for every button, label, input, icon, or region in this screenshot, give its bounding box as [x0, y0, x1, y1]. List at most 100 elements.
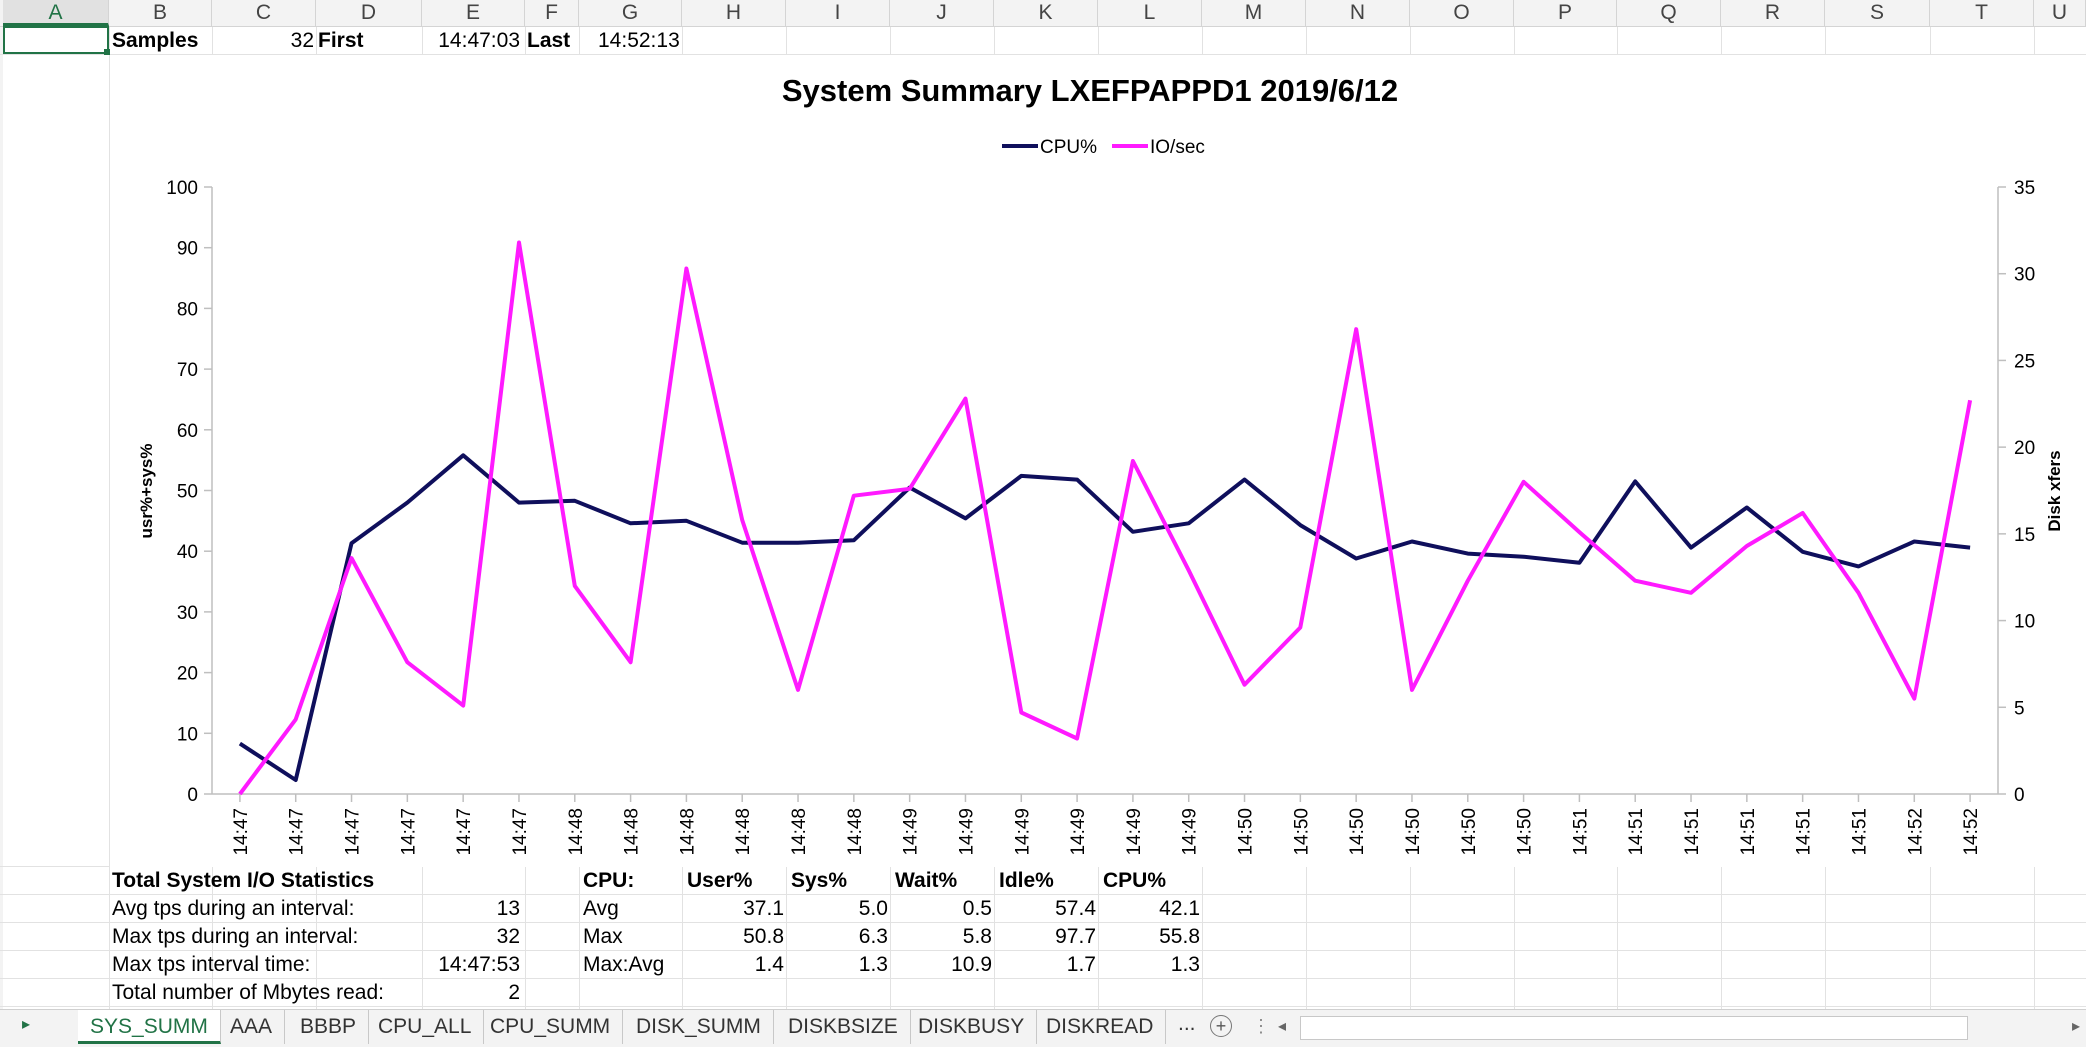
cpu-cell[interactable]: 50.8 — [743, 925, 784, 948]
x-tick-label: 14:49 — [1012, 808, 1033, 856]
sheet-tab-diskbusy[interactable]: DISKBUSY — [906, 1010, 1038, 1044]
cpu-table-header[interactable]: CPU: — [583, 869, 635, 892]
sheet-tab-cpu-summ[interactable]: CPU_SUMM — [478, 1010, 624, 1044]
cpu-cell[interactable]: 1.4 — [754, 953, 784, 976]
io-stats-header[interactable]: Total System I/O Statistics — [112, 869, 375, 892]
cpu-cell[interactable]: 55.8 — [1159, 925, 1200, 948]
grid-line — [0, 922, 2086, 923]
first-label[interactable]: First — [318, 29, 364, 52]
column-header-t[interactable]: T — [1930, 0, 2034, 26]
column-header-p[interactable]: P — [1514, 0, 1617, 26]
cpu-row-label[interactable]: Max — [583, 925, 623, 948]
column-header-q[interactable]: Q — [1617, 0, 1721, 26]
cpu-cell[interactable]: 37.1 — [743, 897, 784, 920]
scroll-tabs-right-icon[interactable]: ▸ — [22, 1016, 31, 1033]
x-tick-label: 14:50 — [1459, 808, 1480, 856]
sheet-tab-aaa[interactable]: AAA — [218, 1010, 286, 1044]
sheet-tab-bbbp[interactable]: BBBP — [288, 1010, 370, 1044]
cpu-table-header[interactable]: CPU% — [1103, 869, 1167, 892]
last-value[interactable]: 14:52:13 — [598, 29, 680, 52]
column-header-u[interactable]: U — [2034, 0, 2086, 26]
tab-splitter-icon[interactable]: ⋮ — [1252, 1016, 1270, 1036]
io-stat-value[interactable]: 13 — [496, 897, 520, 920]
cpu-row-label[interactable]: Max:Avg — [583, 953, 665, 976]
column-header-e[interactable]: E — [422, 0, 525, 26]
io-stat-label[interactable]: Max tps interval time: — [112, 953, 311, 976]
column-header-a[interactable]: A — [3, 0, 109, 26]
cpu-table-header[interactable]: Sys% — [791, 869, 848, 892]
sheet-tab-diskbsize[interactable]: DISKBSIZE — [776, 1010, 911, 1044]
sheet-tab-diskread[interactable]: DISKREAD — [1034, 1010, 1167, 1044]
samples-value[interactable]: 32 — [290, 29, 314, 52]
cpu-cell[interactable]: 57.4 — [1055, 897, 1096, 920]
system-summary-chart[interactable]: System Summary LXEFPAPPD1 2019/6/12 CPU%… — [110, 55, 2086, 867]
io-stat-value[interactable]: 2 — [508, 981, 520, 1004]
y-tick-label: 70 — [177, 360, 198, 381]
column-header-r[interactable]: R — [1721, 0, 1825, 26]
selected-cell-a1[interactable] — [3, 26, 109, 54]
cpu-cell[interactable]: 10.9 — [951, 953, 992, 976]
y2-tick-label: 30 — [2014, 265, 2035, 286]
cpu-table-header[interactable]: Wait% — [895, 869, 958, 892]
cpu-cell[interactable]: 0.5 — [962, 897, 992, 920]
sheet-tab-cpu-all[interactable]: CPU_ALL — [366, 1010, 485, 1044]
more-tabs-button[interactable]: ... — [1178, 1012, 1196, 1035]
io-stat-value[interactable]: 32 — [496, 925, 520, 948]
x-tick-label: 14:47 — [398, 808, 419, 856]
cpu-cell[interactable]: 5.8 — [962, 925, 992, 948]
y2-axis-label: Disk xfers — [2045, 450, 2064, 531]
column-header-c[interactable]: C — [212, 0, 316, 26]
cpu-cell[interactable]: 1.3 — [1170, 953, 1200, 976]
cpu-table-header[interactable]: Idle% — [999, 869, 1054, 892]
horizontal-scrollbar[interactable] — [1300, 1016, 1968, 1040]
cpu-cell[interactable]: 42.1 — [1159, 897, 1200, 920]
column-header-s[interactable]: S — [1825, 0, 1930, 26]
x-tick-label: 14:47 — [287, 808, 308, 856]
samples-label[interactable]: Samples — [112, 29, 199, 52]
cpu-table-header[interactable]: User% — [687, 869, 753, 892]
sheet-tab-bar: ▸ SYS_SUMM AAA BBBP CPU_ALL CPU_SUMM DIS… — [0, 1009, 2086, 1047]
chart-title: System Summary LXEFPAPPD1 2019/6/12 — [782, 73, 1398, 108]
first-value[interactable]: 14:47:03 — [438, 29, 520, 52]
y-tick-label: 80 — [177, 299, 198, 320]
io-stat-label[interactable]: Max tps during an interval: — [112, 925, 359, 948]
column-header-h[interactable]: H — [682, 0, 786, 26]
column-header-f[interactable]: F — [525, 0, 579, 26]
scroll-right-icon[interactable]: ▸ — [2072, 1018, 2081, 1035]
cpu-cell[interactable]: 1.7 — [1066, 953, 1096, 976]
x-tick-label: 14:52 — [1905, 808, 1926, 856]
io-stat-label[interactable]: Total number of Mbytes read: — [112, 981, 384, 1004]
column-header-n[interactable]: N — [1306, 0, 1410, 26]
cpu-cell[interactable]: 5.0 — [858, 897, 888, 920]
column-header-d[interactable]: D — [316, 0, 422, 26]
sheet-tab-disk-summ[interactable]: DISK_SUMM — [624, 1010, 774, 1044]
add-sheet-icon[interactable]: + — [1210, 1015, 1232, 1037]
sheet-tab-sys-summ[interactable]: SYS_SUMM — [78, 1010, 221, 1044]
io-stat-label[interactable]: Avg tps during an interval: — [112, 897, 355, 920]
y2-tick-label: 5 — [2014, 698, 2025, 719]
cpu-row-label[interactable]: Avg — [583, 897, 619, 920]
io-stat-value[interactable]: 14:47:53 — [438, 953, 520, 976]
column-header-o[interactable]: O — [1410, 0, 1514, 26]
fill-handle[interactable] — [104, 49, 110, 55]
x-tick-label: 14:49 — [901, 808, 922, 856]
cpu-cell[interactable]: 6.3 — [858, 925, 888, 948]
column-header-k[interactable]: K — [994, 0, 1098, 26]
column-header-m[interactable]: M — [1202, 0, 1306, 26]
grid-line — [0, 54, 2086, 55]
y-tick-label: 40 — [177, 542, 198, 563]
column-header-i[interactable]: I — [786, 0, 890, 26]
grid-line — [0, 894, 2086, 895]
x-tick-label: 14:49 — [956, 808, 977, 856]
scroll-left-icon[interactable]: ◂ — [1278, 1018, 1287, 1035]
cpu-cell[interactable]: 1.3 — [858, 953, 888, 976]
column-header-j[interactable]: J — [890, 0, 994, 26]
column-header-l[interactable]: L — [1098, 0, 1202, 26]
column-header-g[interactable]: G — [579, 0, 682, 26]
y2-tick-label: 35 — [2014, 178, 2035, 199]
last-label[interactable]: Last — [527, 29, 571, 52]
x-tick-label: 14:51 — [1794, 808, 1815, 856]
column-header-b[interactable]: B — [109, 0, 212, 26]
cpu-cell[interactable]: 97.7 — [1055, 925, 1096, 948]
